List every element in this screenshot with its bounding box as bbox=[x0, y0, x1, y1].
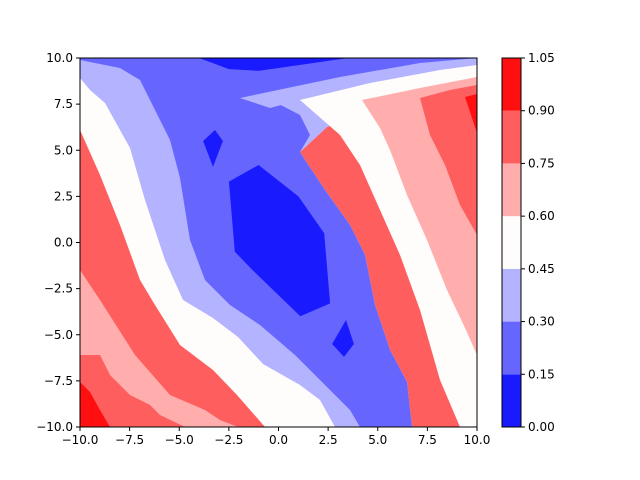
y-tick-label: −2.5 bbox=[44, 282, 73, 296]
x-axis: −10.0 −7.5 −5.0 −2.5 0.0 2.5 5.0 7.5 10.0 bbox=[62, 427, 491, 447]
x-tick-label: −2.5 bbox=[214, 433, 243, 447]
contour-band-0.30-0.45 bbox=[240, 58, 477, 108]
contour-bands bbox=[80, 58, 477, 427]
x-tick-label: 10.0 bbox=[464, 433, 491, 447]
x-tick-label: −10.0 bbox=[62, 433, 99, 447]
colorbar-segment bbox=[502, 268, 521, 322]
contour-band-0.60-0.75 bbox=[80, 58, 238, 427]
x-tick-label: 2.5 bbox=[319, 433, 338, 447]
y-tick-label: −7.5 bbox=[44, 374, 73, 388]
contour-band-0.90-1.05 bbox=[80, 382, 110, 427]
colorbar: 0.00 0.15 0.30 0.45 0.60 0.75 0.90 1.05 bbox=[501, 51, 555, 434]
colorbar-tick-label: 0.30 bbox=[528, 315, 555, 329]
colorbar-tick-label: 1.05 bbox=[528, 51, 555, 65]
colorbar-tick-label: 0.75 bbox=[528, 156, 555, 170]
x-tick-label: −7.5 bbox=[115, 433, 144, 447]
colorbar-segment bbox=[502, 58, 521, 111]
x-tick-label: −5.0 bbox=[165, 433, 194, 447]
colorbar-tick-label: 0.60 bbox=[528, 209, 555, 223]
contour-region-lowest-minimum bbox=[228, 165, 331, 317]
y-axis: −10.0 −7.5 −5.0 −2.5 0.0 2.5 5.0 7.5 10.0 bbox=[36, 51, 80, 434]
colorbar-frame bbox=[501, 57, 522, 428]
y-tick-label: −10.0 bbox=[36, 420, 73, 434]
y-tick-label: 2.5 bbox=[54, 189, 73, 203]
colorbar-tick-label: 0.15 bbox=[528, 367, 555, 381]
colorbar-segment bbox=[502, 374, 521, 427]
contour-region-top-edge-minimum bbox=[199, 58, 348, 71]
colorbar-tick-label: 0.90 bbox=[528, 104, 555, 118]
colorbar-segment bbox=[502, 216, 521, 269]
y-tick-label: −5.0 bbox=[44, 328, 73, 342]
x-tick-label: 5.0 bbox=[368, 433, 387, 447]
y-tick-label: 0.0 bbox=[54, 236, 73, 250]
contour-band-0.90-1.05 bbox=[465, 94, 477, 133]
x-tick-label: 7.5 bbox=[418, 433, 437, 447]
contour-band-0.75-0.90 bbox=[420, 85, 477, 235]
y-tick-label: 10.0 bbox=[46, 51, 73, 65]
colorbar-segment bbox=[502, 321, 521, 375]
contour-region-lower-right-island bbox=[332, 320, 354, 357]
contour-minima bbox=[199, 58, 354, 357]
colorbar-segment bbox=[502, 163, 521, 217]
colorbar-segment bbox=[502, 110, 521, 164]
y-tick-label: 5.0 bbox=[54, 143, 73, 157]
y-tick-label: 7.5 bbox=[54, 97, 73, 111]
x-tick-label: 0.0 bbox=[269, 433, 288, 447]
colorbar-tick-label: 0.00 bbox=[528, 420, 555, 434]
contour-region-lower-left-island bbox=[203, 130, 223, 167]
colorbar-tick-label: 0.45 bbox=[528, 262, 555, 276]
